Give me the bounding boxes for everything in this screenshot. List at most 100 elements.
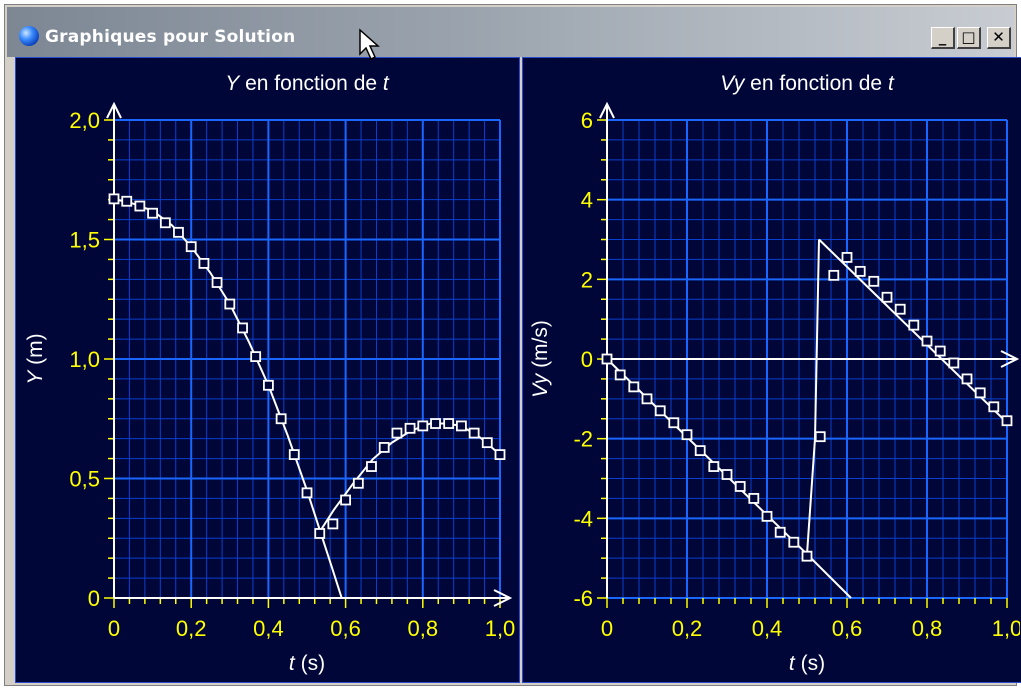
chart-title-part: t (383, 72, 390, 95)
maximize-button[interactable]: □ (957, 27, 981, 49)
x-tick-label: 0 (108, 616, 120, 641)
chart-vy-vs-t: -6 -4 -2 0 2 4 6 0 0,2 0,4 0,6 0,8 1,0 Vy en fonction… (529, 72, 1020, 675)
data-point (455, 420, 467, 432)
x-tick-label: 0,4 (752, 616, 783, 641)
data-point (761, 510, 773, 522)
y-tick-label: 0 (88, 586, 100, 611)
data-point (961, 373, 973, 385)
minimize-button[interactable]: _ (931, 27, 955, 49)
data-point (185, 241, 197, 253)
data-point (681, 429, 693, 441)
data-point (121, 195, 133, 207)
data-point (147, 207, 159, 219)
x-axis-label-unit: (s) (295, 652, 325, 675)
y-tick-label: 0,5 (69, 467, 100, 492)
x-tick-label: 1,0 (992, 616, 1020, 641)
data-point (628, 381, 640, 393)
data-point (340, 494, 352, 506)
data-point (854, 265, 866, 277)
x-tick-label: 0,4 (253, 616, 284, 641)
data-point (391, 427, 403, 439)
data-point (378, 442, 390, 453)
data-point (908, 319, 920, 331)
chart-title: Y en fonction de t (225, 72, 390, 95)
data-point (288, 449, 300, 461)
data-point (868, 275, 880, 287)
chart-title-part: Y (225, 72, 241, 95)
x-tick-label: 1,0 (485, 616, 516, 641)
data-point (774, 526, 786, 538)
data-point (614, 369, 626, 381)
data-point (1001, 415, 1013, 427)
x-tick-label: 0 (601, 616, 613, 641)
data-point (814, 431, 826, 443)
data-point (694, 445, 706, 457)
chart-title-part: en fonction de (744, 72, 888, 95)
data-point (443, 418, 455, 429)
data-point (224, 298, 236, 310)
x-axis-label-unit: (s) (795, 652, 825, 675)
data-point (404, 422, 416, 434)
y-tick-label: 6 (581, 108, 593, 133)
chart-panel-y: 0 0,5 1,0 1,5 2,0 0 0,2 0,4 0,6 0,8 1,0 Y en foncti… (15, 57, 520, 683)
x-axis-label: t (s) (789, 652, 825, 675)
chart-panel-vy: -6 -4 -2 0 2 4 6 0 0,2 0,4 0,6 0,8 1,0 Vy en fonction… (522, 57, 1021, 683)
x-tick-label: 0,8 (912, 616, 943, 641)
y-tick-label: -4 (573, 506, 593, 531)
data-point (654, 405, 666, 417)
plot-grid (113, 119, 501, 599)
data-point (948, 357, 960, 369)
x-axis-label-var: t (289, 652, 296, 675)
data-point (934, 345, 946, 357)
data-point (198, 257, 210, 269)
data-point (668, 417, 680, 429)
close-button[interactable]: ✕ (987, 27, 1011, 49)
data-point (801, 550, 813, 562)
x-tick-label: 0,8 (408, 616, 439, 641)
data-point (173, 226, 184, 238)
data-point (250, 351, 262, 363)
data-point (921, 335, 933, 347)
window-title: Graphiques pour Solution (45, 27, 296, 47)
x-tick-label: 0,2 (176, 616, 207, 641)
chart-y-vs-t: 0 0,5 1,0 1,5 2,0 0 0,2 0,4 0,6 0,8 1,0 Y en foncti… (24, 72, 516, 675)
y-tick-label: 0 (581, 347, 593, 372)
chart-title-part: en fonction de (239, 72, 383, 95)
data-point (881, 291, 893, 303)
y-axis-label-unit: (m/s) (529, 320, 552, 374)
y-axis-label-var: Vy (529, 372, 552, 398)
data-point (481, 437, 493, 449)
series-line (606, 239, 820, 557)
data-point (828, 269, 840, 281)
data-point (134, 200, 146, 212)
globe-icon[interactable] (19, 26, 39, 46)
data-point (108, 193, 120, 205)
data-point (352, 477, 364, 489)
y-tick-label: 1,0 (69, 347, 100, 372)
y-axis-arrow (106, 101, 122, 119)
graph-window: Graphiques pour Solution _ □ ✕ 0 0,5 1,0 1,… (4, 4, 1021, 686)
y-tick-label: -2 (573, 427, 593, 452)
data-point (748, 493, 760, 504)
y-tick-label: -6 (573, 586, 593, 611)
x-tick-label: 0,6 (832, 616, 863, 641)
data-point (841, 252, 853, 263)
y-tick-label: 2,0 (69, 108, 100, 133)
data-point (468, 427, 480, 439)
x-axis-label: t (s) (289, 652, 325, 675)
y-axis-label-var: Y (24, 369, 47, 385)
title-bar[interactable]: Graphiques pour Solution _ □ ✕ (7, 7, 1014, 57)
y-axis-arrow (599, 101, 615, 119)
data-point (894, 303, 906, 315)
data-point (721, 469, 733, 480)
y-axis-label: Vy (m/s) (529, 320, 552, 398)
chart-title-part: Vy (720, 72, 746, 95)
series-line (806, 553, 852, 599)
data-point (641, 393, 653, 405)
data-point (262, 379, 274, 391)
mouse-pointer-icon (359, 28, 380, 61)
data-point (601, 353, 613, 365)
data-point (211, 277, 223, 288)
data-point (275, 413, 287, 425)
data-point (494, 449, 506, 461)
